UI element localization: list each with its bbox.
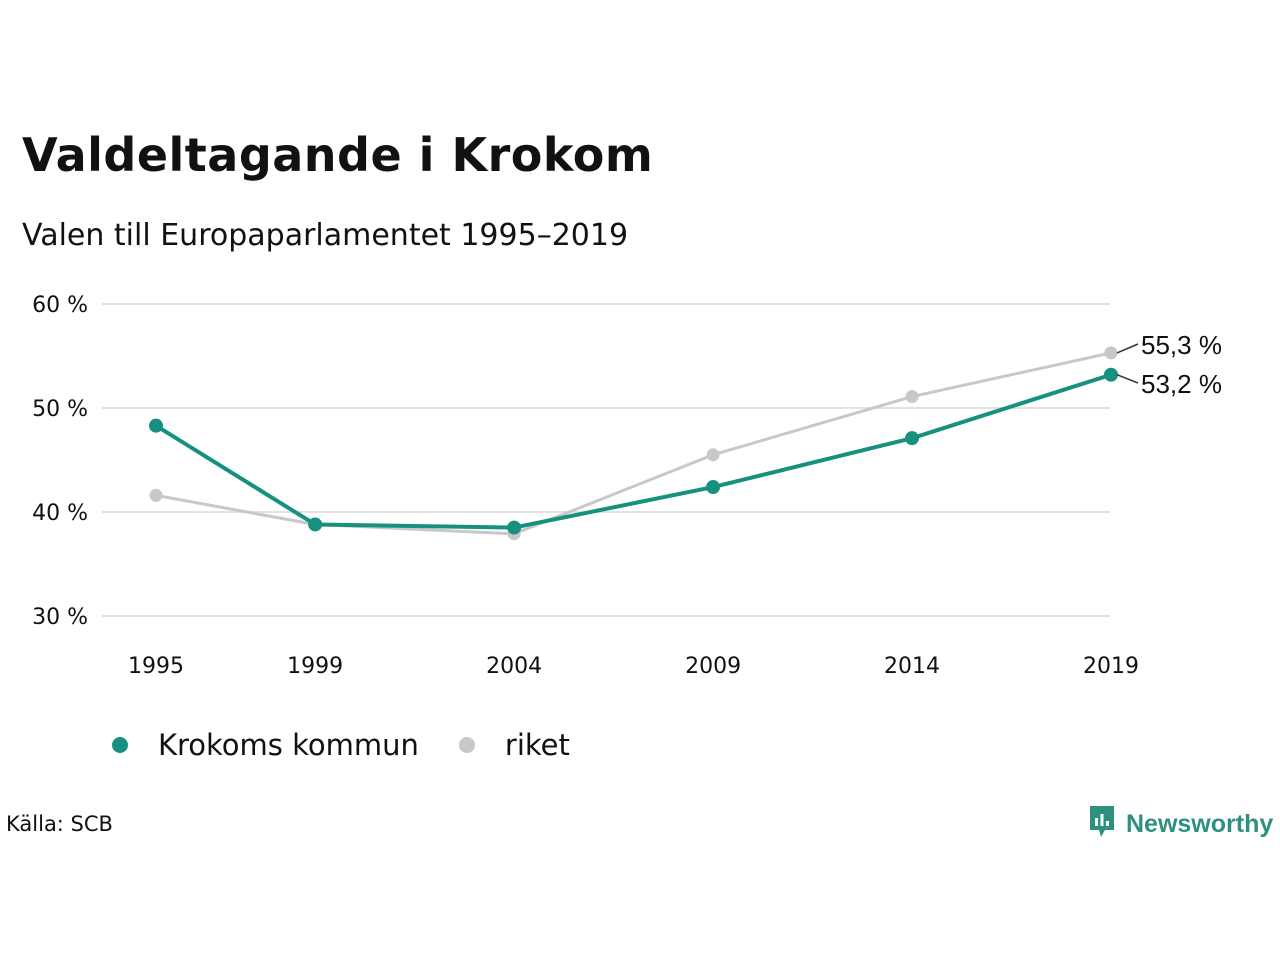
- series-line-krokoms-kommun: [154, 372, 1112, 530]
- legend-label: Krokoms kommun: [158, 728, 419, 762]
- grid-lines: [102, 303, 1110, 617]
- series-line-riket: [155, 351, 1112, 536]
- y-tick-label: 30 %: [32, 605, 88, 630]
- x-tick-label: 2019: [1083, 654, 1139, 679]
- legend-dot-riket: [458, 737, 475, 753]
- x-tick-label: 2004: [486, 654, 542, 679]
- data-point-riket: [149, 488, 163, 502]
- data-point-krokoms-kommun: [1104, 367, 1118, 382]
- legend-item-krokoms-kommun: Krokoms kommun: [112, 728, 419, 762]
- data-point-krokoms-kommun: [507, 520, 522, 535]
- chart-subtitle: Valen till Europaparlamentet 1995–2019: [22, 218, 629, 253]
- end-value-label: 53,2 %: [1141, 369, 1222, 399]
- legend-label: riket: [504, 728, 570, 762]
- y-tick-label: 60 %: [32, 293, 88, 318]
- leader-line: [1116, 343, 1139, 354]
- data-point-krokoms-kommun: [308, 517, 323, 532]
- y-axis-ticks: 30 % 40 % 50 % 60 %: [32, 293, 88, 630]
- data-point-riket: [905, 390, 919, 404]
- legend-item-riket: riket: [458, 728, 570, 762]
- x-axis-ticks: 1995 1999 2004 2009 2014 2019: [128, 654, 1139, 679]
- data-point-riket: [706, 448, 720, 462]
- legend: Krokoms kommun riket: [112, 728, 610, 762]
- series-lines: [149, 346, 1118, 541]
- y-tick-label: 40 %: [32, 501, 88, 526]
- x-tick-label: 2014: [884, 654, 940, 679]
- source-note: Källa: SCB: [6, 812, 113, 836]
- leader-line: [1116, 374, 1139, 384]
- newsworthy-logo-icon: [1088, 804, 1116, 844]
- legend-dot-krokoms-kommun: [112, 737, 128, 753]
- x-tick-label: 2009: [685, 654, 741, 679]
- end-value-label: 55,3 %: [1141, 330, 1222, 360]
- y-tick-label: 50 %: [32, 397, 88, 422]
- chart-title: Valdeltagande i Krokom: [22, 128, 654, 182]
- data-point-krokoms-kommun: [706, 480, 721, 495]
- x-tick-label: 1995: [128, 654, 184, 679]
- brand: Newsworthy: [1088, 804, 1273, 844]
- brand-name: Newsworthy: [1126, 809, 1274, 838]
- data-point-krokoms-kommun: [149, 418, 163, 433]
- x-tick-label: 1999: [287, 654, 343, 679]
- data-point-krokoms-kommun: [905, 431, 920, 446]
- end-labels: 55,3 % 53,2 %: [1116, 330, 1222, 399]
- data-point-riket: [1104, 346, 1118, 360]
- series-krokoms-kommun: [149, 367, 1118, 535]
